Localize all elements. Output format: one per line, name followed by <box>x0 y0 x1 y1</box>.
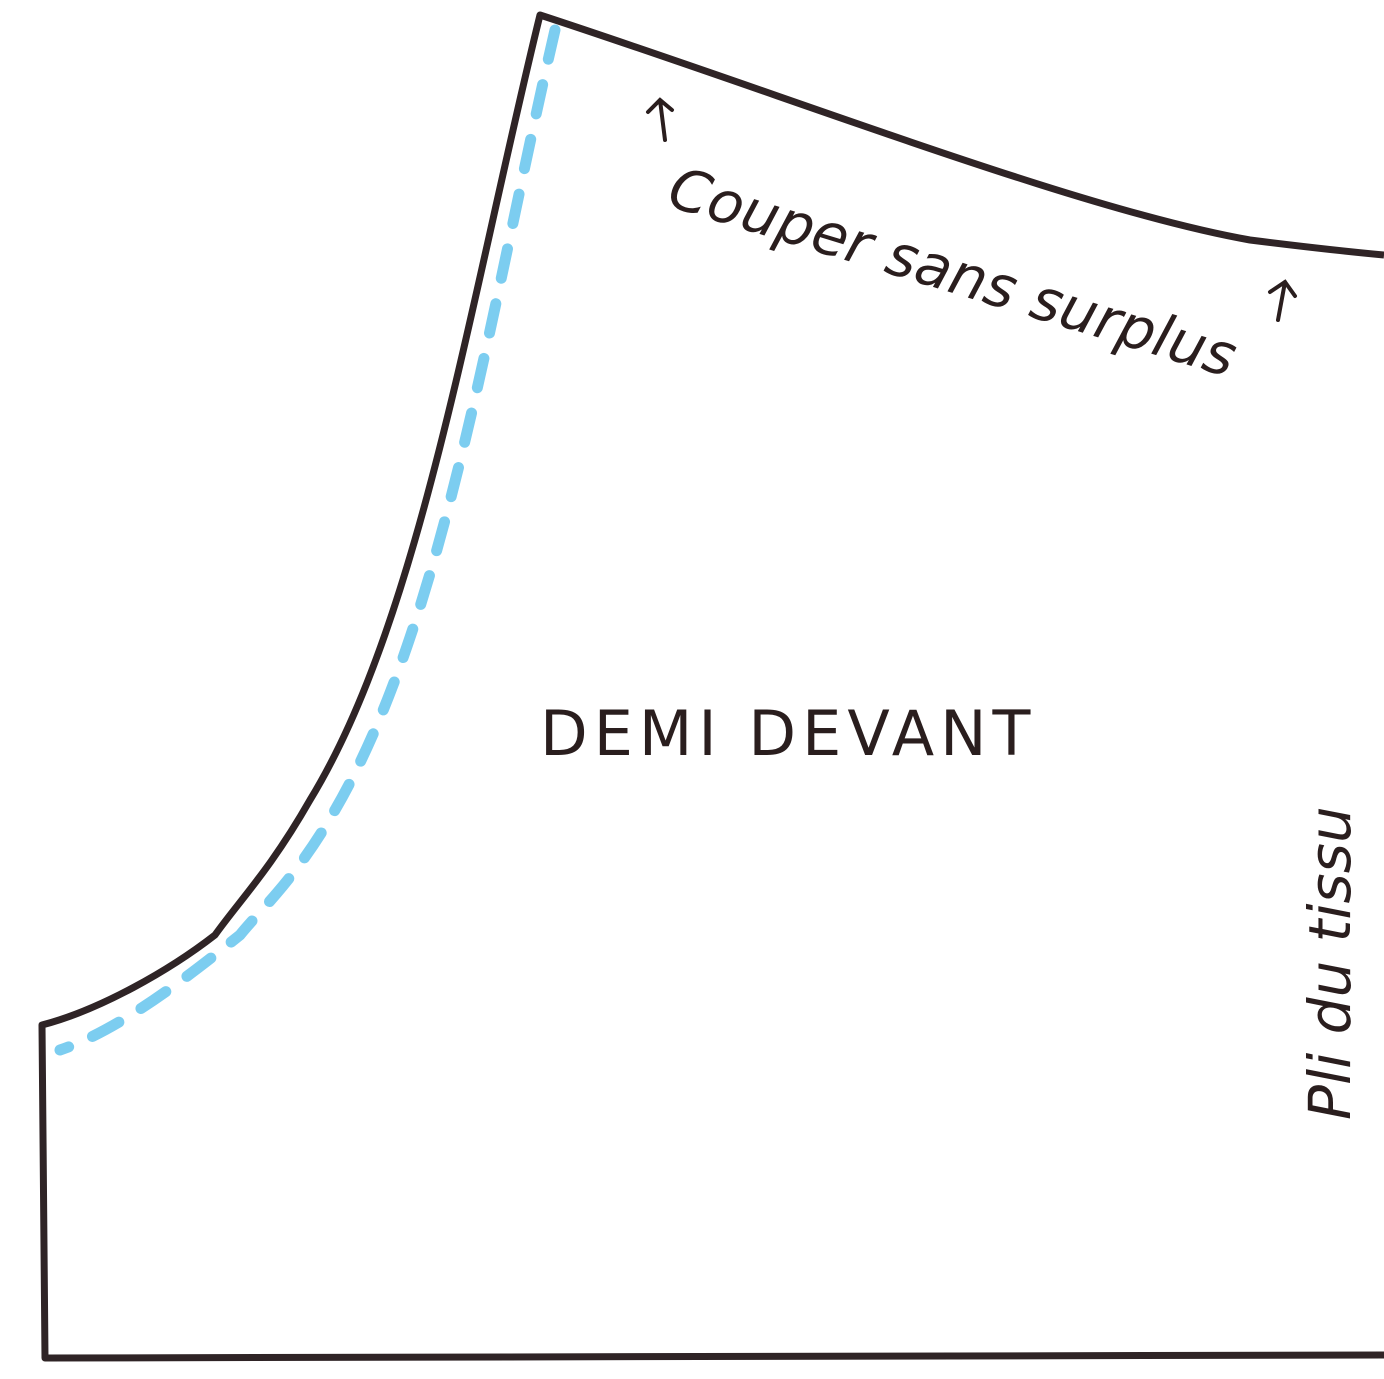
pattern-outline <box>38 11 1384 1362</box>
piece-label: DEMI DEVANT <box>540 697 1036 770</box>
seam-line <box>54 24 561 1056</box>
fold-note: Pli du tissu <box>1296 806 1364 1120</box>
arrows <box>646 97 1297 322</box>
